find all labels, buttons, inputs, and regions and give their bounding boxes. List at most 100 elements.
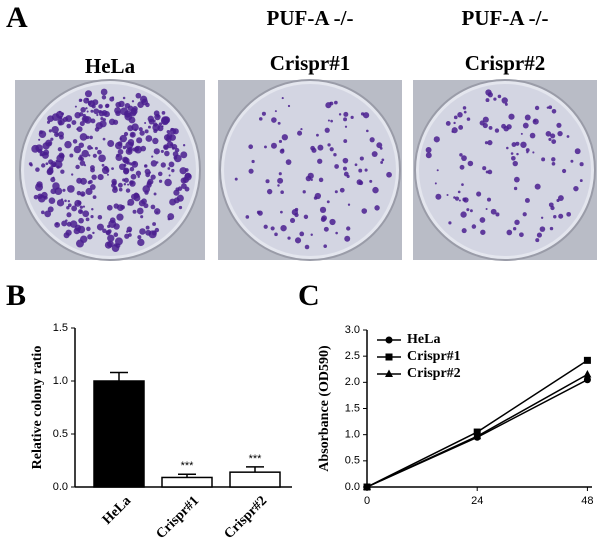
colony xyxy=(457,112,463,118)
colony xyxy=(158,171,163,177)
colony xyxy=(64,199,67,203)
colony xyxy=(339,187,345,193)
colony xyxy=(459,153,463,157)
plate-title: Crispr#1 xyxy=(270,51,351,75)
y-tick-label: 0.5 xyxy=(53,428,68,440)
colony xyxy=(80,191,86,197)
colony xyxy=(31,144,40,153)
colony xyxy=(153,192,157,196)
colony xyxy=(342,157,349,164)
colony xyxy=(329,147,334,152)
colony xyxy=(342,166,347,171)
colony xyxy=(245,215,250,219)
colony xyxy=(85,217,90,222)
colony xyxy=(138,127,143,132)
legend-marker xyxy=(385,353,393,361)
colony xyxy=(458,199,461,202)
colony xyxy=(97,149,102,155)
y-tick-label: 1.0 xyxy=(53,375,68,387)
colony xyxy=(461,228,467,234)
colony xyxy=(534,105,540,111)
colony xyxy=(579,179,583,183)
colony xyxy=(529,132,536,139)
colony xyxy=(126,230,129,233)
colony xyxy=(265,179,270,184)
colony xyxy=(101,163,105,167)
colony xyxy=(90,147,94,150)
colony xyxy=(66,221,72,227)
colony xyxy=(343,111,349,117)
colony xyxy=(114,141,123,150)
colony xyxy=(536,232,542,238)
colony xyxy=(41,163,46,168)
colony xyxy=(141,198,147,205)
plate-title: PUF-A -/- xyxy=(462,6,549,30)
colony xyxy=(129,180,134,185)
colony xyxy=(510,152,514,155)
colony xyxy=(579,162,584,167)
colony xyxy=(86,226,91,232)
colony xyxy=(131,160,139,168)
colony xyxy=(48,129,52,133)
colony xyxy=(146,180,152,186)
colony xyxy=(98,110,105,117)
colony xyxy=(557,195,564,201)
colony xyxy=(137,175,140,179)
colony xyxy=(553,215,557,219)
colony xyxy=(516,152,519,156)
colony xyxy=(549,226,554,231)
y-tick-label: 1.0 xyxy=(345,429,360,441)
colony xyxy=(277,177,284,184)
colony xyxy=(334,164,339,169)
colony xyxy=(261,111,266,116)
colony xyxy=(161,125,164,128)
colony xyxy=(90,167,95,173)
colony xyxy=(113,223,120,230)
colony xyxy=(448,221,452,225)
colony xyxy=(486,197,492,202)
colony xyxy=(177,186,183,191)
colony xyxy=(123,163,127,167)
colony xyxy=(50,177,56,183)
colony xyxy=(329,101,332,104)
colony xyxy=(460,211,467,218)
colony xyxy=(335,231,338,235)
colony xyxy=(453,196,456,199)
colony xyxy=(106,173,109,176)
colony xyxy=(476,191,482,197)
colony xyxy=(278,139,283,144)
colony xyxy=(91,174,97,180)
colony xyxy=(566,135,570,138)
colony xyxy=(354,163,358,167)
x-tick-label: 48 xyxy=(581,495,593,507)
colony xyxy=(123,177,129,183)
colony xyxy=(359,156,364,161)
y-tick-label: 2.5 xyxy=(345,350,360,362)
colony xyxy=(316,133,319,137)
colony xyxy=(358,168,363,173)
colony xyxy=(98,154,106,163)
plate-title: PUF-A -/- xyxy=(267,6,354,30)
colony xyxy=(551,161,556,166)
legend-label: HeLa xyxy=(407,332,440,347)
colony xyxy=(96,223,104,231)
colony xyxy=(271,117,277,123)
colony xyxy=(76,190,82,196)
colony xyxy=(73,145,82,154)
colony xyxy=(89,184,96,190)
y-tick-label: 0.0 xyxy=(53,481,68,493)
panel-label: C xyxy=(298,279,320,312)
colony xyxy=(303,214,309,220)
colony xyxy=(274,232,278,237)
colony xyxy=(122,145,127,150)
y-tick-label: 1.5 xyxy=(53,322,68,334)
colony xyxy=(463,110,467,114)
colony xyxy=(356,179,363,185)
colony xyxy=(120,107,129,116)
colony xyxy=(143,164,148,168)
colony xyxy=(453,115,458,120)
colony xyxy=(71,120,77,125)
colony xyxy=(66,212,72,218)
colony xyxy=(102,118,106,122)
